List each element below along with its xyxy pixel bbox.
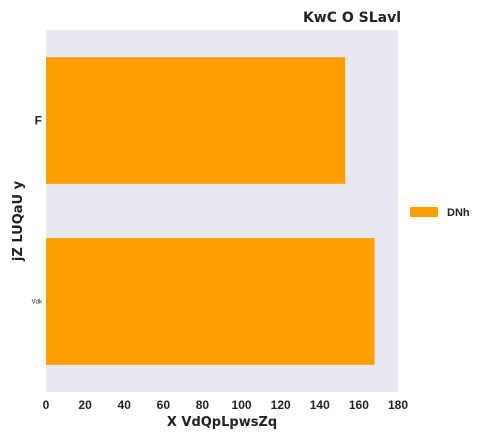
x-tick-label: 0 [43, 398, 50, 412]
x-tick-label: 120 [271, 398, 291, 412]
y-axis-label: jZ LUQaU y [11, 180, 26, 262]
bar-vdk [46, 238, 375, 365]
legend-label: DNh [447, 207, 470, 219]
y-tick-label: Vdk [32, 300, 43, 306]
x-ticks-group: 0 20 40 60 80 100 120 140 160 180 [43, 398, 409, 412]
x-tick-label: 140 [310, 398, 330, 412]
x-tick-label: 20 [78, 398, 92, 412]
x-tick-label: 160 [349, 398, 369, 412]
x-tick-label: 40 [118, 398, 132, 412]
y-ticks-group: F Vdk [32, 114, 43, 306]
legend-swatch [410, 207, 438, 217]
x-tick-label: 60 [157, 398, 171, 412]
legend: DNh [410, 207, 470, 219]
x-axis-label: X VdQpLpwsZq [167, 415, 277, 430]
x-tick-label: 80 [196, 398, 210, 412]
x-tick-label: 180 [388, 398, 408, 412]
x-tick-label: 100 [232, 398, 252, 412]
bars-group [46, 57, 375, 365]
chart-title: KwC O SLavl [303, 10, 401, 26]
bar-f [46, 57, 346, 184]
y-tick-label: F [35, 114, 42, 128]
